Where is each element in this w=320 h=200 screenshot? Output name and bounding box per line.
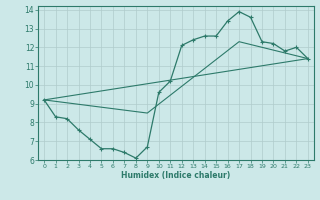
X-axis label: Humidex (Indice chaleur): Humidex (Indice chaleur) bbox=[121, 171, 231, 180]
